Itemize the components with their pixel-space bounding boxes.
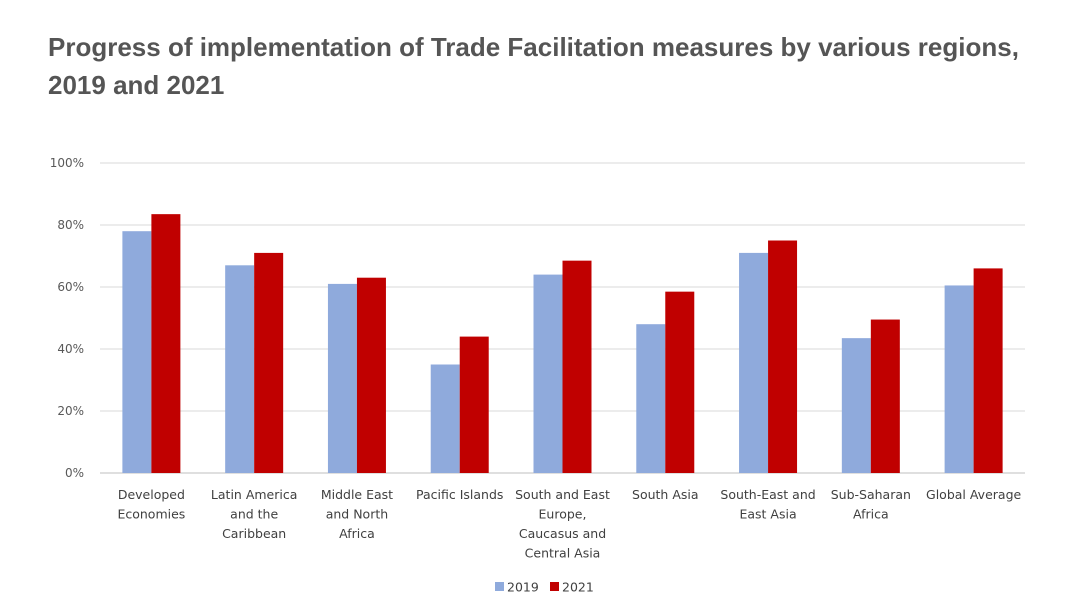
x-tick-label-line: Economies bbox=[117, 507, 185, 522]
x-tick-label-line: Developed bbox=[118, 487, 185, 502]
legend-swatch-2019 bbox=[495, 582, 504, 591]
bar-2019 bbox=[533, 274, 563, 473]
x-tick-label-line: Africa bbox=[853, 507, 889, 522]
bar-2021 bbox=[151, 214, 181, 473]
x-tick-label-line: Caribbean bbox=[222, 526, 286, 541]
y-tick-label: 20% bbox=[57, 404, 84, 418]
bar-2021 bbox=[665, 291, 695, 473]
bar-2019 bbox=[944, 285, 974, 473]
x-tick-label-line: Latin America bbox=[211, 487, 297, 502]
bar-2019 bbox=[122, 231, 152, 473]
y-axis-ticks: 0% 20% 40% 60% 80% 100% bbox=[50, 156, 84, 480]
chart-title: Progress of implementation of Trade Faci… bbox=[48, 32, 1019, 100]
y-tick-label: 80% bbox=[57, 218, 84, 232]
legend-label-2019: 2019 bbox=[507, 580, 539, 595]
x-tick-label-line: South-East and bbox=[720, 487, 815, 502]
bar-2021 bbox=[768, 240, 798, 473]
x-tick-label-line: and the bbox=[230, 507, 278, 522]
x-tick-label-line: South and East bbox=[515, 487, 610, 502]
x-tick-label-line: South Asia bbox=[632, 487, 699, 502]
bar-2021 bbox=[254, 252, 284, 473]
bars bbox=[122, 214, 1003, 473]
x-tick-label-line: Middle East bbox=[321, 487, 393, 502]
legend: 2019 2021 bbox=[495, 580, 594, 595]
bar-2019 bbox=[739, 252, 769, 473]
bar-2021 bbox=[973, 268, 1003, 473]
x-tick-label-line: and North bbox=[326, 507, 388, 522]
legend-label-2021: 2021 bbox=[562, 580, 594, 595]
x-tick-label-line: Sub-Saharan bbox=[831, 487, 911, 502]
x-tick-label: Pacific Islands bbox=[416, 487, 503, 502]
x-axis-labels: Developed Economies Latin America and the Ca… bbox=[117, 487, 1021, 561]
bar-2019 bbox=[636, 324, 666, 473]
y-tick-label: 0% bbox=[65, 466, 84, 480]
x-tick-label-line: Caucasus and bbox=[519, 526, 606, 541]
x-tick-label: South and East Europe, Caucasus and Central… bbox=[515, 487, 610, 561]
x-tick-label-line: Global Average bbox=[926, 487, 1021, 502]
x-tick-label-line: Europe, bbox=[539, 507, 587, 522]
x-tick-label-line: Africa bbox=[339, 526, 375, 541]
bar-2019 bbox=[430, 364, 460, 473]
x-tick-label: Sub-Saharan Africa bbox=[831, 487, 911, 522]
bar-2021 bbox=[459, 336, 489, 473]
x-tick-label-line: East Asia bbox=[739, 507, 796, 522]
x-tick-label: Middle East and North Africa bbox=[321, 487, 393, 541]
bar-2021 bbox=[356, 277, 386, 473]
x-tick-label-line: Pacific Islands bbox=[416, 487, 503, 502]
x-tick-label-line: Central Asia bbox=[525, 546, 601, 561]
y-tick-label: 60% bbox=[57, 280, 84, 294]
legend-swatch-2021 bbox=[550, 582, 559, 591]
x-tick-label: Latin America and the Caribbean bbox=[211, 487, 297, 541]
x-tick-label: Global Average bbox=[926, 487, 1021, 502]
x-tick-label: South-East and East Asia bbox=[720, 487, 815, 522]
bar-2019 bbox=[225, 265, 255, 473]
x-tick-label: Developed Economies bbox=[117, 487, 185, 522]
bar-2021 bbox=[562, 260, 592, 473]
x-tick-label: South Asia bbox=[632, 487, 699, 502]
y-tick-label: 40% bbox=[57, 342, 84, 356]
bar-2019 bbox=[327, 283, 357, 473]
bar-2021 bbox=[870, 319, 900, 473]
bar-2019 bbox=[841, 338, 871, 473]
y-tick-label: 100% bbox=[50, 156, 84, 170]
